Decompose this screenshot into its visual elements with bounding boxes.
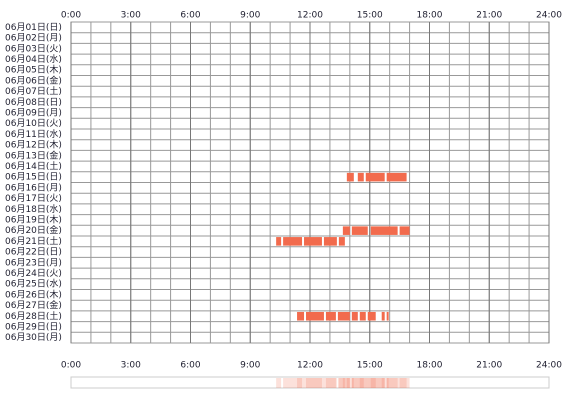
x-tick-label: 15:00 xyxy=(357,361,383,371)
row-label: 06月26日(木) xyxy=(5,288,62,300)
x-tick-label: 18:00 xyxy=(417,361,443,371)
row-label: 06月15日(日) xyxy=(5,172,62,183)
row-label: 06月28日(土) xyxy=(5,310,62,322)
x-tick-label: 21:00 xyxy=(476,361,502,371)
x-tick-label: 3:00 xyxy=(121,361,141,371)
row-label: 06月21日(土) xyxy=(5,235,62,247)
row-label: 06月27日(金) xyxy=(5,299,62,311)
summary-strip xyxy=(70,376,550,389)
summary-bar xyxy=(351,378,358,388)
activity-bar xyxy=(399,226,410,235)
row-label: 06月07日(土) xyxy=(5,85,62,97)
row-label: 06月17日(火) xyxy=(5,193,62,204)
row-label: 06月08日(日) xyxy=(5,97,62,108)
row-label: 06月01日(日) xyxy=(5,22,62,33)
summary-bar xyxy=(323,378,337,388)
activity-bar xyxy=(386,311,389,321)
summary-bar xyxy=(283,378,303,388)
x-tick-label: 9:00 xyxy=(240,361,260,371)
row-label: 06月22日(日) xyxy=(5,247,62,258)
summary-bar xyxy=(365,378,385,388)
activity-bar xyxy=(359,311,366,321)
summary-bar xyxy=(370,378,398,388)
activity-bar xyxy=(276,237,282,246)
summary-bar xyxy=(325,378,336,388)
activity-bar xyxy=(342,226,350,235)
x-tick-label: 0:00 xyxy=(61,361,81,371)
summary-bar xyxy=(342,378,350,388)
activity-bar xyxy=(306,311,324,321)
activity-bar xyxy=(297,311,305,321)
activity-bar xyxy=(351,226,368,235)
row-label: 06月20日(金) xyxy=(5,224,62,236)
activity-bar xyxy=(337,311,350,321)
x-tick-label: 15:00 xyxy=(357,11,383,21)
activity-bar xyxy=(283,237,303,246)
row-label: 06月14日(土) xyxy=(5,160,62,172)
row-label: 06月19日(木) xyxy=(5,213,62,225)
x-tick-label: 12:00 xyxy=(297,11,323,21)
row-label: 06月29日(日) xyxy=(5,321,62,332)
summary-bar xyxy=(297,378,305,388)
row-label: 06月04日(水) xyxy=(5,53,62,65)
row-label: 06月30日(月) xyxy=(5,332,62,343)
summary-bar xyxy=(386,378,407,388)
row-label: 06月24日(火) xyxy=(5,268,62,279)
row-label: 06月25日(水) xyxy=(5,278,62,290)
x-tick-label: 3:00 xyxy=(121,11,141,21)
summary-bar xyxy=(351,378,368,388)
row-label: 06月11日(水) xyxy=(5,128,62,140)
x-tick-label: 6:00 xyxy=(180,361,200,371)
activity-bar xyxy=(357,172,364,182)
summary-bar xyxy=(386,378,389,388)
activity-bar xyxy=(304,237,322,246)
summary-bar xyxy=(399,378,410,388)
row-label: 06月09日(月) xyxy=(5,107,62,118)
summary-bar xyxy=(276,378,282,388)
row-label: 06月12日(木) xyxy=(5,139,62,151)
summary-bar xyxy=(381,378,385,388)
x-tick-label: 0:00 xyxy=(61,11,81,21)
x-tick-label: 9:00 xyxy=(240,11,260,21)
row-label: 06月02日(月) xyxy=(5,33,62,44)
x-tick-label: 12:00 xyxy=(297,361,323,371)
summary-bar xyxy=(338,378,345,388)
x-tick-label: 24:00 xyxy=(536,11,562,21)
row-label: 06月06日(金) xyxy=(5,74,62,86)
row-label: 06月03日(火) xyxy=(5,43,62,54)
x-tick-label: 21:00 xyxy=(476,11,502,21)
summary-bar xyxy=(346,378,354,388)
row-label: 06月10日(火) xyxy=(5,118,62,129)
activity-bar xyxy=(351,311,358,321)
row-label: 06月05日(木) xyxy=(5,64,62,76)
row-label: 06月18日(水) xyxy=(5,203,62,215)
activity-bar xyxy=(365,172,385,182)
activity-bar xyxy=(346,172,354,182)
row-label: 06月16日(月) xyxy=(5,182,62,193)
summary-bar xyxy=(357,378,364,388)
row-label: 06月13日(金) xyxy=(5,149,62,161)
summary-bar xyxy=(367,378,376,388)
activity-bar xyxy=(370,226,398,235)
row-label: 06月23日(月) xyxy=(5,257,62,268)
activity-bar xyxy=(367,311,376,321)
activity-bar xyxy=(338,237,345,246)
x-tick-label: 24:00 xyxy=(536,361,562,371)
summary-bar xyxy=(337,378,350,388)
x-tick-label: 6:00 xyxy=(180,11,200,21)
activity-bar xyxy=(325,311,336,321)
summary-bar xyxy=(359,378,366,388)
x-tick-label: 18:00 xyxy=(417,11,443,21)
summary-bar xyxy=(304,378,322,388)
activity-bar xyxy=(381,311,385,321)
summary-bar xyxy=(306,378,324,388)
activity-bar xyxy=(386,172,407,182)
activity-bar xyxy=(323,237,337,246)
